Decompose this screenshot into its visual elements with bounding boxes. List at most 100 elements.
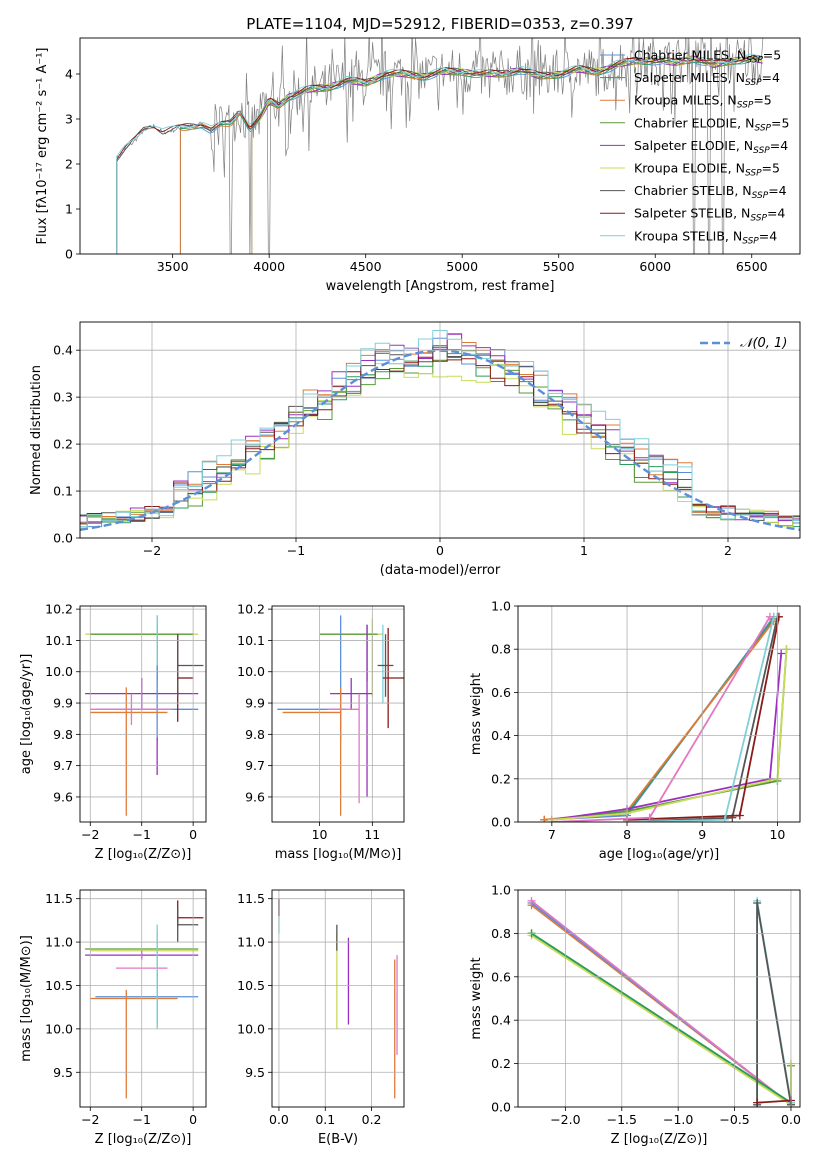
y-tick-label: 0.6: [491, 685, 511, 700]
y-tick-label: 0.8: [491, 926, 511, 941]
x-tick-label: 11: [364, 827, 380, 842]
y-tick-label: 9.8: [53, 727, 73, 742]
spectrum-data-line: [116, 38, 764, 254]
legend-subscript: SSP: [750, 214, 767, 224]
x-tick-label: −1.0: [663, 1112, 693, 1127]
age_vs_mass-plot-area: [277, 615, 404, 816]
legend-tail: =4: [768, 183, 786, 198]
weight-marker: [540, 815, 549, 822]
y-tick-label: 10.0: [45, 1021, 73, 1036]
y-tick-label: 9.7: [245, 758, 265, 773]
y-tick-label: 11.0: [237, 935, 265, 950]
legend-label: Salpeter ELODIE, NSSP=4: [634, 138, 788, 156]
legend-text: Salpeter ELODIE, N: [634, 138, 753, 153]
x-axis-label: Z [log₁₀(Z/Z⊙)]: [95, 847, 192, 862]
age_vs_mass-chart: 10 11 9.6 9.7 9.8 9.9 10.0 10.1 10.2 mass [log₁₀(…: [237, 602, 405, 862]
weight-line: [530, 900, 792, 1106]
y-axis-label: mass [log₁₀(M/M⊙)]: [19, 935, 34, 1062]
legend-text: Chabrier STELIB, N: [634, 183, 752, 198]
legend-text: Kroupa ELODIE, N: [634, 161, 745, 176]
y-tick-label: 9.8: [245, 727, 265, 742]
y-tick-label: 0.6: [491, 969, 511, 984]
x-tick-label: 6000: [639, 259, 671, 274]
y-tick-label: 10.0: [237, 1021, 265, 1036]
x-tick-label: −1: [132, 1112, 150, 1127]
x-tick-label: 0.2: [362, 1112, 382, 1127]
weight-marker: [735, 811, 744, 820]
x-tick-label: 10: [769, 827, 785, 842]
legend-tail: =4: [767, 206, 785, 221]
legend-text: Kroupa STELIB, N: [634, 228, 742, 243]
x-tick-label: 6500: [736, 259, 768, 274]
weight-marker: [527, 896, 536, 905]
axes-frame: [517, 605, 801, 823]
weight_vs_age-chart: 7 8 9 10 0.0 0.2 0.4 0.6 0.8 1.0 age [log₁₀(age/yr…: [469, 599, 801, 862]
y-tick-label: 10.0: [237, 664, 265, 679]
y-tick-label: 0.4: [53, 343, 73, 358]
y-tick-label: 0.2: [53, 437, 73, 452]
x-tick-label: −1.5: [607, 1112, 637, 1127]
weight-marker: [765, 612, 774, 621]
legend-tail: =5: [771, 115, 789, 130]
legend-tail: =4: [762, 70, 780, 85]
y-tick-label: 10.2: [45, 602, 73, 617]
y-tick-label: 9.5: [245, 1065, 265, 1080]
weight_vs_age-plot-area: [540, 612, 791, 822]
legend-tail: =5: [753, 93, 771, 108]
legend-label: 𝒩(0, 1): [740, 336, 787, 351]
x-axis-label: wavelength [Angstrom, rest frame]: [326, 279, 555, 294]
spectrum-model-line: [116, 55, 763, 254]
mass_vs_Z-plot-area: [85, 900, 204, 1099]
mass_vs_EBV-chart: 0.0 0.1 0.2 9.5 10.0 10.5 11.0 11.5 E(B-V): [237, 889, 405, 1147]
legend-label: Kroupa ELODIE, NSSP=5: [634, 161, 780, 179]
mass_vs_EBV-plot-area: [278, 898, 398, 1099]
y-tick-label: 10.2: [237, 602, 265, 617]
y-tick-label: 9.6: [245, 789, 265, 804]
weight-line: [757, 1099, 792, 1104]
axes-frame: [79, 37, 801, 255]
x-tick-label: −2: [143, 543, 161, 558]
x-tick-label: −2: [81, 1112, 99, 1127]
y-tick-label: 9.9: [53, 696, 73, 711]
y-tick-label: 0.3: [53, 390, 73, 405]
weight-marker: [753, 899, 762, 908]
y-axis-label: age [log₁₀(age/yr)]: [19, 654, 34, 775]
age_vs_Z-plot-area: [85, 615, 204, 816]
y-axis-label: mass weight: [469, 673, 484, 755]
legend-subscript: SSP: [745, 78, 762, 88]
y-tick-label: 2: [65, 157, 73, 172]
y-tick-label: 9.9: [245, 696, 265, 711]
x-tick-label: −1: [287, 543, 305, 558]
weight-marker: [777, 649, 786, 658]
legend-label: Chabrier ELODIE, NSSP=5: [634, 115, 789, 133]
legend-subscript: SSP: [746, 56, 763, 66]
age_vs_Z-chart: −2 −1 0 9.6 9.7 9.8 9.9 10.0 10.1 10.2 Z [log₁₀(Z/…: [19, 602, 207, 862]
y-tick-label: 1.0: [491, 599, 511, 614]
weight-line: [626, 616, 780, 821]
legend-tail: =5: [762, 161, 780, 176]
x-tick-label: 8: [623, 827, 631, 842]
y-tick-label: 0.0: [491, 815, 511, 830]
y-tick-label: 10.1: [45, 633, 73, 648]
legend-subscript: SSP: [742, 236, 759, 246]
weight-line: [531, 932, 792, 1104]
y-tick-label: 0.4: [491, 728, 511, 743]
axes-frame: [271, 605, 405, 823]
axes-frame: [517, 889, 801, 1108]
x-tick-label: 0.0: [781, 1112, 801, 1127]
x-tick-label: 0: [436, 543, 444, 558]
y-tick-label: 11.0: [45, 935, 73, 950]
y-tick-label: 9.5: [53, 1065, 73, 1080]
x-tick-label: −2.0: [550, 1112, 580, 1127]
y-axis-label: Normed distribution: [29, 365, 44, 495]
x-tick-label: 5000: [446, 259, 478, 274]
y-tick-label: 11.5: [45, 891, 73, 906]
weight_vs_Z-plot-area: [527, 896, 795, 1107]
figure-title: PLATE=1104, MJD=52912, FIBERID=0353, z=0…: [246, 15, 633, 33]
legend-tail: =4: [770, 138, 788, 153]
x-tick-label: 2: [724, 543, 732, 558]
residuals-legend: 𝒩(0, 1): [700, 336, 787, 351]
weight-marker: [720, 815, 729, 822]
legend-subscript: SSP: [753, 146, 770, 156]
